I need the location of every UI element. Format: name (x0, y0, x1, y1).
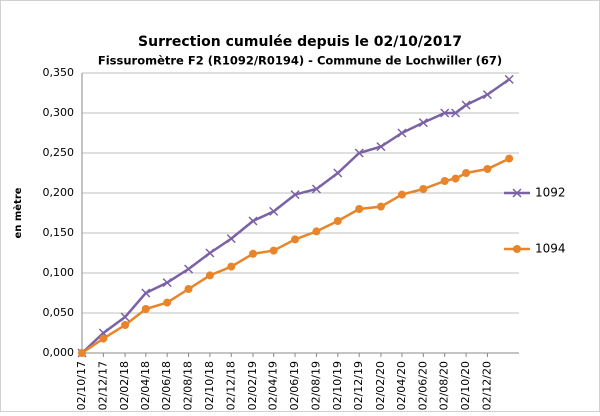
data-point (376, 142, 386, 152)
x-tick-label: 02/08/20 (438, 361, 451, 410)
x-tick-label: 02/04/18 (139, 361, 152, 410)
data-point (483, 165, 492, 173)
data-point (418, 118, 428, 128)
x-tick-label: 02/10/20 (459, 361, 472, 410)
data-point (162, 278, 172, 288)
data-point (184, 285, 193, 293)
legend-label: 1092 (535, 186, 566, 200)
x-tick-label: 02/10/18 (203, 361, 216, 410)
legend-marker (512, 188, 522, 198)
data-point (462, 169, 471, 177)
data-point (205, 271, 214, 280)
x-tick-label: 02/06/18 (160, 361, 173, 410)
x-tick-label: 02/08/18 (182, 361, 195, 410)
x-tick-label: 02/06/19 (288, 361, 301, 410)
x-tick-label: 02/02/18 (118, 361, 131, 410)
x-tick-label: 02/08/19 (309, 361, 322, 410)
x-tick-label: 02/04/20 (395, 361, 408, 410)
data-point (269, 246, 278, 255)
data-point (120, 312, 130, 322)
x-tick-label: 02/02/19 (246, 361, 259, 410)
x-tick-label: 02/10/17 (75, 361, 88, 410)
data-point (184, 264, 194, 274)
y-tick-label: 0,250 (43, 146, 75, 159)
data-point (440, 177, 449, 185)
data-point (290, 190, 300, 200)
data-point (354, 148, 364, 158)
data-point (291, 235, 300, 244)
x-tick-label: 02/12/18 (224, 361, 237, 410)
data-point (99, 334, 108, 343)
y-tick-label: 0,150 (43, 226, 75, 239)
data-point (205, 248, 215, 258)
data-point (397, 190, 406, 199)
x-tick-label: 02/10/19 (331, 361, 344, 410)
x-tick-label: 02/02/20 (374, 361, 387, 410)
data-point (355, 205, 364, 213)
y-tick-label: 0,350 (43, 66, 75, 79)
y-tick-label: 0,300 (43, 106, 75, 119)
data-point (451, 108, 461, 118)
data-point (419, 185, 428, 193)
data-point (461, 100, 471, 110)
series-line (81, 157, 510, 355)
y-tick-label: 0,000 (43, 346, 75, 359)
data-point (397, 128, 407, 138)
data-point (311, 184, 321, 194)
data-point (376, 202, 385, 211)
data-point (312, 227, 321, 236)
chart-subtitle: Fissuromètre F2 (R1092/R0194) - Commune … (98, 54, 502, 68)
data-point (333, 217, 342, 225)
data-point (333, 168, 343, 178)
data-point (78, 349, 86, 357)
data-point (451, 174, 460, 183)
y-tick-label: 0,200 (43, 186, 75, 199)
y-tick-label: 0,050 (43, 306, 75, 319)
series-line (81, 78, 510, 354)
data-point (141, 288, 151, 298)
x-tick-label: 02/12/20 (480, 361, 493, 410)
data-point (249, 249, 258, 258)
data-point (226, 234, 236, 244)
data-point (163, 298, 172, 307)
chart-title: Surrection cumulée depuis le 02/10/2017 (138, 34, 462, 50)
data-point (248, 216, 258, 226)
data-point (482, 90, 492, 100)
y-tick-label: 0,100 (43, 266, 75, 279)
legend-label: 1094 (535, 242, 566, 256)
x-tick-label: 02/04/19 (267, 361, 280, 410)
data-point (227, 262, 236, 271)
legend-marker (513, 245, 521, 253)
data-point (121, 321, 130, 329)
y-axis-label: en mètre (12, 187, 24, 238)
x-tick-label: 02/12/19 (352, 361, 365, 410)
data-point (504, 74, 514, 84)
data-point (505, 154, 514, 163)
x-tick-label: 02/06/20 (416, 361, 429, 410)
data-point (141, 305, 150, 313)
data-point (440, 108, 450, 118)
data-point (269, 206, 279, 216)
x-tick-label: 02/12/17 (96, 361, 109, 410)
